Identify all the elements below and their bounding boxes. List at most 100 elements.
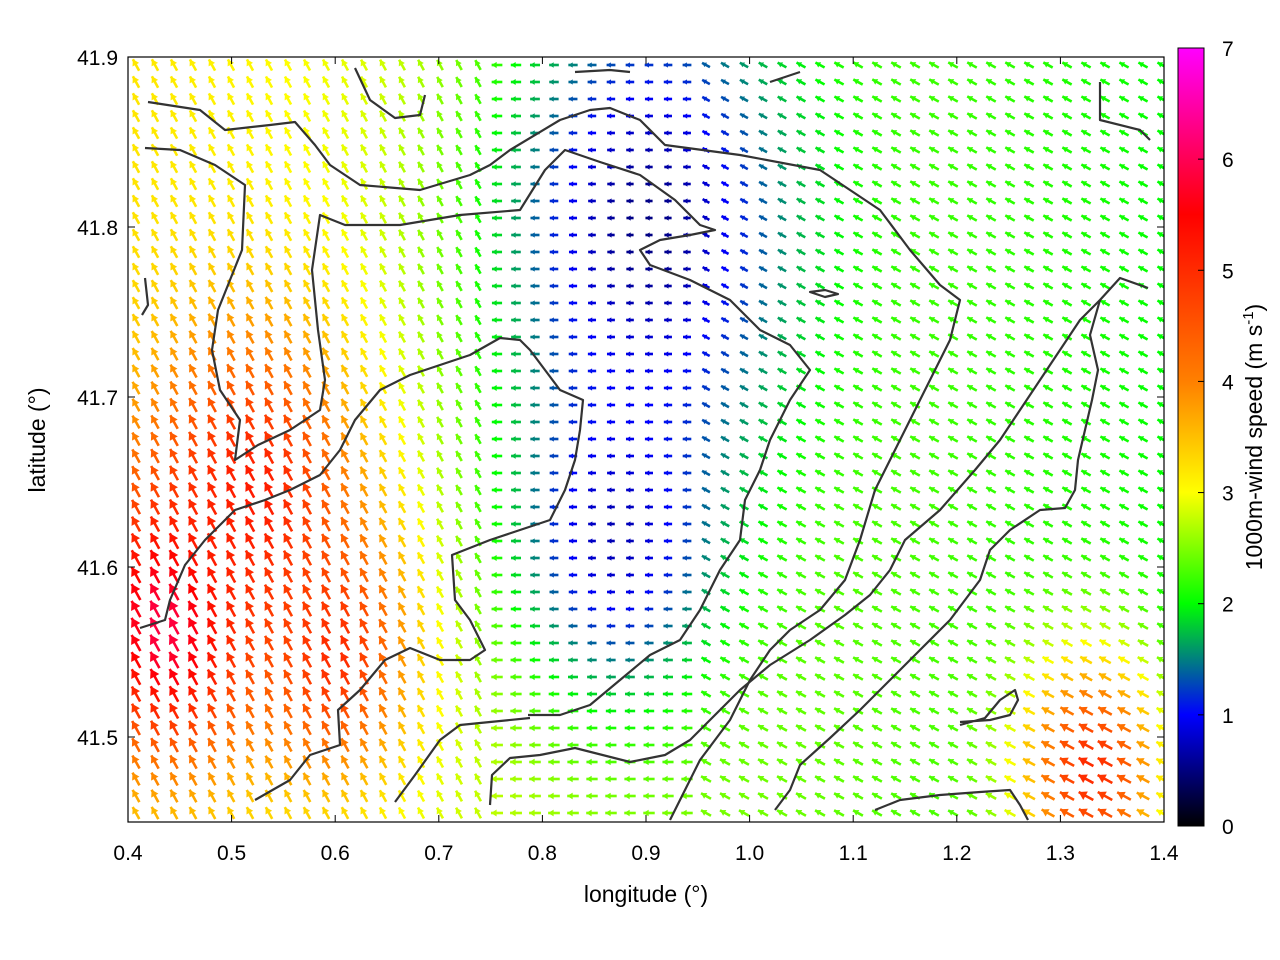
wind-vector xyxy=(587,402,597,408)
wind-vector xyxy=(1061,554,1073,562)
wind-vector xyxy=(1156,282,1164,289)
wind-vector xyxy=(207,313,217,327)
wind-vector xyxy=(1004,571,1016,579)
colorbar-tick-label: 0 xyxy=(1222,816,1234,839)
wind-vector xyxy=(568,215,578,221)
wind-vector xyxy=(436,314,444,326)
wind-vector xyxy=(890,129,902,137)
wind-vector xyxy=(928,809,940,817)
wind-vector xyxy=(701,435,711,443)
wind-vector xyxy=(758,61,768,69)
wind-vector xyxy=(283,737,293,753)
wind-vector xyxy=(264,686,274,702)
wind-vector xyxy=(340,381,350,395)
wind-vector xyxy=(833,435,845,443)
wind-vector xyxy=(549,555,559,561)
wind-vector xyxy=(776,571,788,579)
wind-vector xyxy=(1059,773,1075,785)
wind-vector xyxy=(321,126,331,140)
wind-vector xyxy=(1080,554,1092,562)
wind-vector xyxy=(1079,638,1093,648)
wind-vector xyxy=(605,708,617,714)
wind-vector xyxy=(340,415,350,429)
wind-vector xyxy=(664,215,672,221)
wind-vector xyxy=(776,775,788,783)
wind-vector xyxy=(226,194,236,208)
wind-vector xyxy=(1136,740,1150,750)
wind-vector xyxy=(966,316,978,324)
wind-vector xyxy=(1022,723,1036,733)
wind-vector xyxy=(814,469,826,477)
wind-vector xyxy=(1061,367,1073,375)
wind-vector xyxy=(149,482,161,498)
wind-vector xyxy=(169,245,179,259)
wind-vector xyxy=(928,622,940,630)
wind-vector xyxy=(568,249,578,255)
wind-vector xyxy=(1118,503,1130,511)
wind-vector xyxy=(321,448,331,464)
wind-vector xyxy=(1155,740,1164,749)
wind-vector xyxy=(966,571,978,579)
wind-vector xyxy=(397,517,407,531)
wind-vector xyxy=(662,809,674,817)
wind-vector xyxy=(681,758,693,766)
wind-vector xyxy=(985,537,997,545)
wind-vector xyxy=(947,622,959,630)
wind-vector xyxy=(397,331,407,343)
wind-vector xyxy=(909,452,921,460)
wind-vector xyxy=(510,724,522,732)
wind-vector xyxy=(664,334,672,340)
wind-vector xyxy=(1004,231,1016,239)
wind-vector xyxy=(359,262,369,276)
wind-vector xyxy=(1042,333,1054,341)
wind-vector xyxy=(302,431,312,447)
wind-vector xyxy=(511,283,521,289)
wind-vector xyxy=(814,231,826,239)
wind-vector xyxy=(1099,503,1111,511)
wind-vector xyxy=(588,538,596,544)
wind-vector xyxy=(776,435,788,443)
wind-vector xyxy=(1118,61,1130,69)
wind-vector xyxy=(739,129,749,137)
wind-vector xyxy=(264,211,274,225)
wind-vector xyxy=(852,401,864,409)
wind-vector xyxy=(511,266,521,272)
wind-vector xyxy=(340,806,350,820)
wind-vector xyxy=(663,521,673,527)
wind-vector xyxy=(1097,689,1113,699)
wind-vector xyxy=(1061,537,1073,545)
wind-vector xyxy=(397,364,407,378)
wind-vector xyxy=(928,350,940,358)
wind-vector xyxy=(757,775,769,783)
wind-vector xyxy=(1023,163,1035,171)
wind-vector xyxy=(187,583,199,601)
wind-vector xyxy=(340,347,350,361)
wind-vector xyxy=(645,521,653,527)
wind-vector xyxy=(625,606,635,612)
wind-vector xyxy=(245,772,255,786)
wind-vector xyxy=(683,130,691,136)
wind-vector xyxy=(947,299,959,307)
wind-vector xyxy=(1099,180,1111,188)
wind-vector xyxy=(188,754,198,770)
wind-vector xyxy=(1061,214,1073,222)
wind-vector xyxy=(1080,248,1092,256)
wind-vector xyxy=(1059,740,1075,750)
wind-vector xyxy=(568,130,578,136)
y-axis-ticks: 41.541.641.741.841.9 xyxy=(77,47,1164,750)
wind-vector xyxy=(587,113,597,119)
wind-vector xyxy=(607,317,615,323)
wind-vector xyxy=(947,758,959,766)
wind-vector xyxy=(720,350,730,358)
wind-vector xyxy=(871,435,883,443)
wind-vector xyxy=(549,283,559,289)
wind-vector xyxy=(1137,350,1149,358)
wind-vector xyxy=(890,265,902,273)
wind-vector xyxy=(664,130,672,136)
wind-vector xyxy=(587,436,597,442)
wind-vector xyxy=(454,603,464,615)
wind-vector xyxy=(663,538,673,544)
wind-vector xyxy=(149,532,161,550)
wind-vector xyxy=(207,789,217,803)
wind-vector xyxy=(663,572,673,578)
